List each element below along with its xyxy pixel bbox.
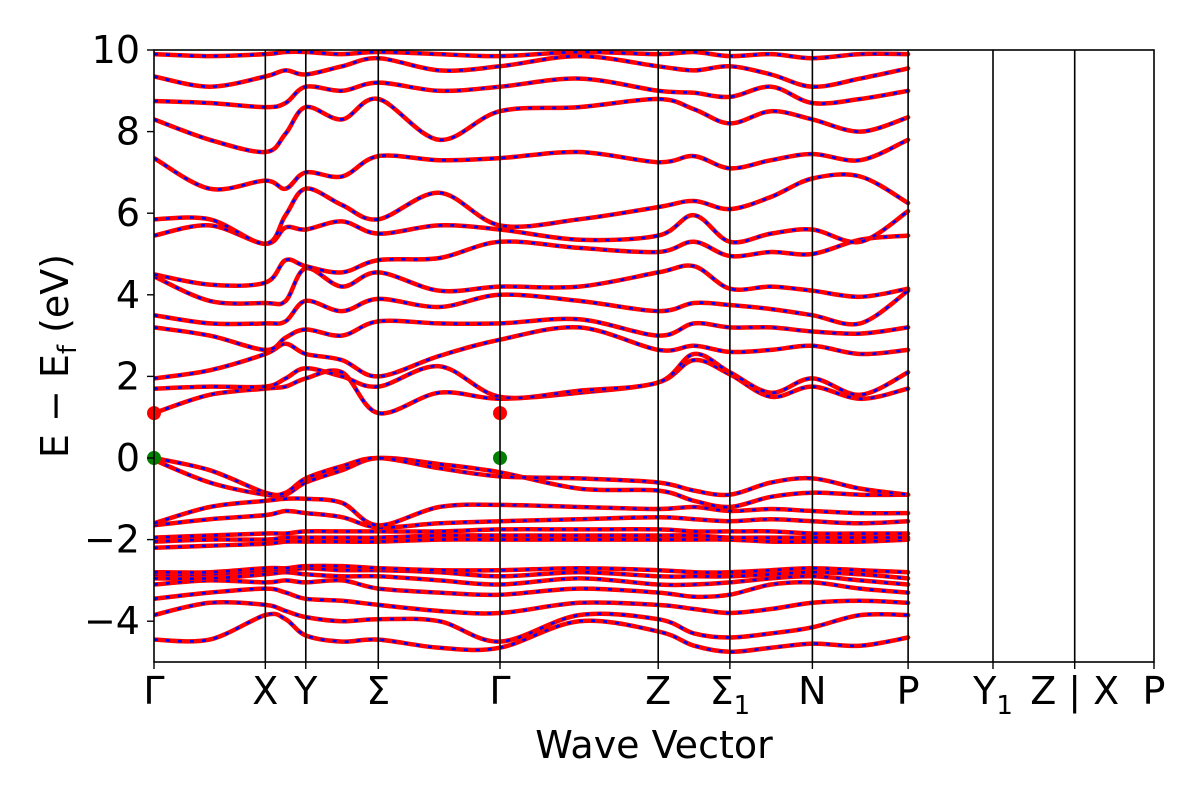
- band-line: [154, 324, 911, 381]
- y-axis-title-main: E − E: [33, 354, 77, 458]
- high-symmetry-lines: [264, 50, 1076, 662]
- band-line-overlay: [154, 534, 909, 543]
- band-line-overlay: [154, 325, 909, 380]
- y-axis-title-subscript: f: [53, 344, 83, 354]
- y-tick-label: 6: [116, 191, 140, 235]
- x-axis: Γ X Y Σ Γ Z Σ1 N P Y1 Z | X P: [143, 662, 1165, 721]
- band-line: [154, 508, 911, 530]
- band-line-overlay: [154, 317, 909, 352]
- svg-text:E − Ef(eV): E − Ef (eV): [33, 254, 83, 458]
- x-tick-label: Σ1: [710, 669, 751, 721]
- extremum-markers: [147, 406, 508, 465]
- band-line-overlay: [154, 538, 909, 550]
- x-tick-label: Γ: [489, 669, 510, 713]
- y-tick-label: 0: [116, 436, 140, 480]
- y-tick-label: 10: [92, 28, 140, 72]
- band-lines: [154, 50, 911, 655]
- x-tick-label: Z | X: [1030, 669, 1119, 714]
- x-tick-label: Y1: [972, 669, 1013, 721]
- band-line-overlay: [154, 527, 909, 539]
- y-tick-label: 2: [116, 354, 140, 398]
- x-tick-label: Z: [645, 669, 671, 713]
- x-tick-label: Σ: [366, 669, 390, 713]
- band-line-overlay: [154, 54, 909, 89]
- x-tick-label: X: [252, 669, 278, 713]
- x-tick-label: P: [1143, 669, 1166, 713]
- band-line-overlay: [154, 612, 909, 654]
- band-line-overlay: [154, 173, 909, 246]
- y-tick-label: −4: [84, 599, 140, 643]
- band-line: [154, 50, 911, 61]
- band-line: [154, 455, 911, 498]
- band-line-overlay: [154, 564, 909, 574]
- x-tick-label: N: [798, 669, 826, 713]
- band-line-overlay: [154, 358, 909, 415]
- band-line-overlay: [154, 264, 909, 306]
- band-line: [154, 263, 911, 307]
- x-tick-label: Y: [293, 669, 318, 713]
- y-tick-label: 8: [116, 110, 140, 154]
- x-tick-label: Γ: [143, 669, 164, 713]
- y-tick-label: −2: [84, 518, 140, 562]
- x-tick-label: P: [897, 669, 920, 713]
- y-axis-title: E − Ef (eV): [33, 254, 83, 458]
- y-axis-title-unit: (eV): [33, 254, 77, 333]
- band-line-overlay: [154, 234, 909, 287]
- y-axis: −4 −2 0 2 4 6 8 10: [84, 28, 154, 643]
- band-line: [154, 137, 911, 192]
- plot-frame: [153, 49, 1155, 663]
- y-tick-label: 4: [116, 273, 140, 317]
- x-axis-title: Wave Vector: [535, 723, 773, 767]
